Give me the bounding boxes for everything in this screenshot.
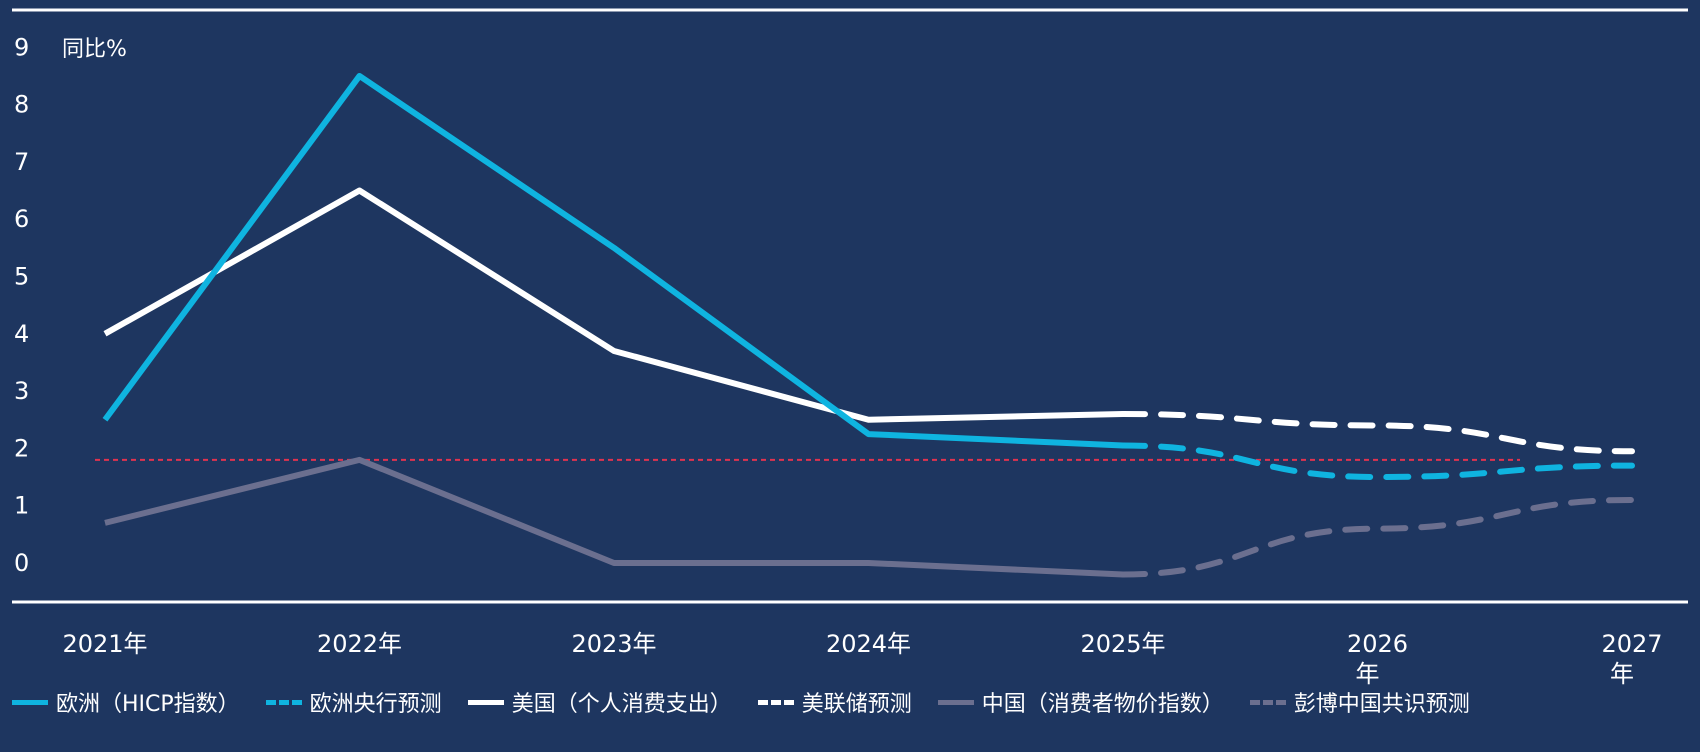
y-axis-label: 同比% — [62, 37, 127, 62]
legend-label: 欧洲央行预测 — [309, 692, 442, 717]
series-line-3 — [1120, 411, 1635, 455]
x-tick-label-suffix: 年 — [1610, 660, 1634, 688]
legend-item: 美国（个人消费支出） — [467, 686, 732, 718]
y-tick-label: 3 — [14, 377, 29, 405]
series-line-2 — [103, 187, 1124, 423]
x-tick-label: 2027 — [1601, 630, 1662, 658]
legend-item: 欧洲央行预测 — [265, 686, 442, 718]
legend-item: 美联储预测 — [757, 686, 912, 718]
series-line-0 — [102, 72, 1124, 449]
legend-item: 彭博中国共识预测 — [1249, 686, 1470, 718]
x-tick-label: 2021年 — [62, 630, 147, 658]
x-tick-label: 2024年 — [826, 630, 911, 658]
legend-swatch — [1249, 699, 1286, 705]
legend-label: 美联储预测 — [801, 692, 912, 717]
legend-swatch — [12, 699, 48, 705]
series-line-1 — [1120, 442, 1635, 481]
series-line-4 — [104, 456, 1124, 578]
y-tick-label: 9 — [14, 33, 29, 61]
legend-swatch — [265, 699, 302, 705]
legend-label: 欧洲（HICP指数） — [56, 692, 240, 717]
legend-item: 欧洲（HICP指数） — [12, 686, 240, 718]
legend-label: 中国（消费者物价指数） — [981, 692, 1224, 717]
y-tick-label: 8 — [14, 91, 29, 119]
y-tick-label: 1 — [14, 492, 29, 520]
legend-swatch — [467, 699, 504, 705]
legend-swatch — [937, 699, 974, 705]
legend-label: 美国（个人消费支出） — [511, 692, 732, 717]
y-tick-label: 0 — [14, 549, 29, 577]
y-tick-label: 2 — [14, 434, 29, 462]
legend-item: 中国（消费者物价指数） — [937, 686, 1224, 718]
series-line-5 — [1120, 496, 1635, 578]
legend-swatch — [757, 699, 794, 705]
legend: 欧洲（HICP指数） 欧洲央行预测 美国（个人消费支出） 美联储预测 中国（消费者物价指… — [12, 686, 1470, 718]
legend-label: 彭博中国共识预测 — [1293, 692, 1470, 717]
x-tick-label: 2022年 — [317, 630, 402, 658]
y-tick-label: 7 — [14, 148, 29, 176]
y-tick-label: 4 — [14, 320, 29, 348]
x-tick-label: 2025年 — [1080, 630, 1165, 658]
x-tick-label: 2023年 — [571, 630, 656, 658]
y-tick-label: 6 — [14, 205, 29, 233]
x-tick-label-suffix: 年 — [1356, 660, 1380, 688]
x-tick-label: 2026 — [1347, 630, 1408, 658]
y-tick-label: 5 — [14, 263, 29, 291]
